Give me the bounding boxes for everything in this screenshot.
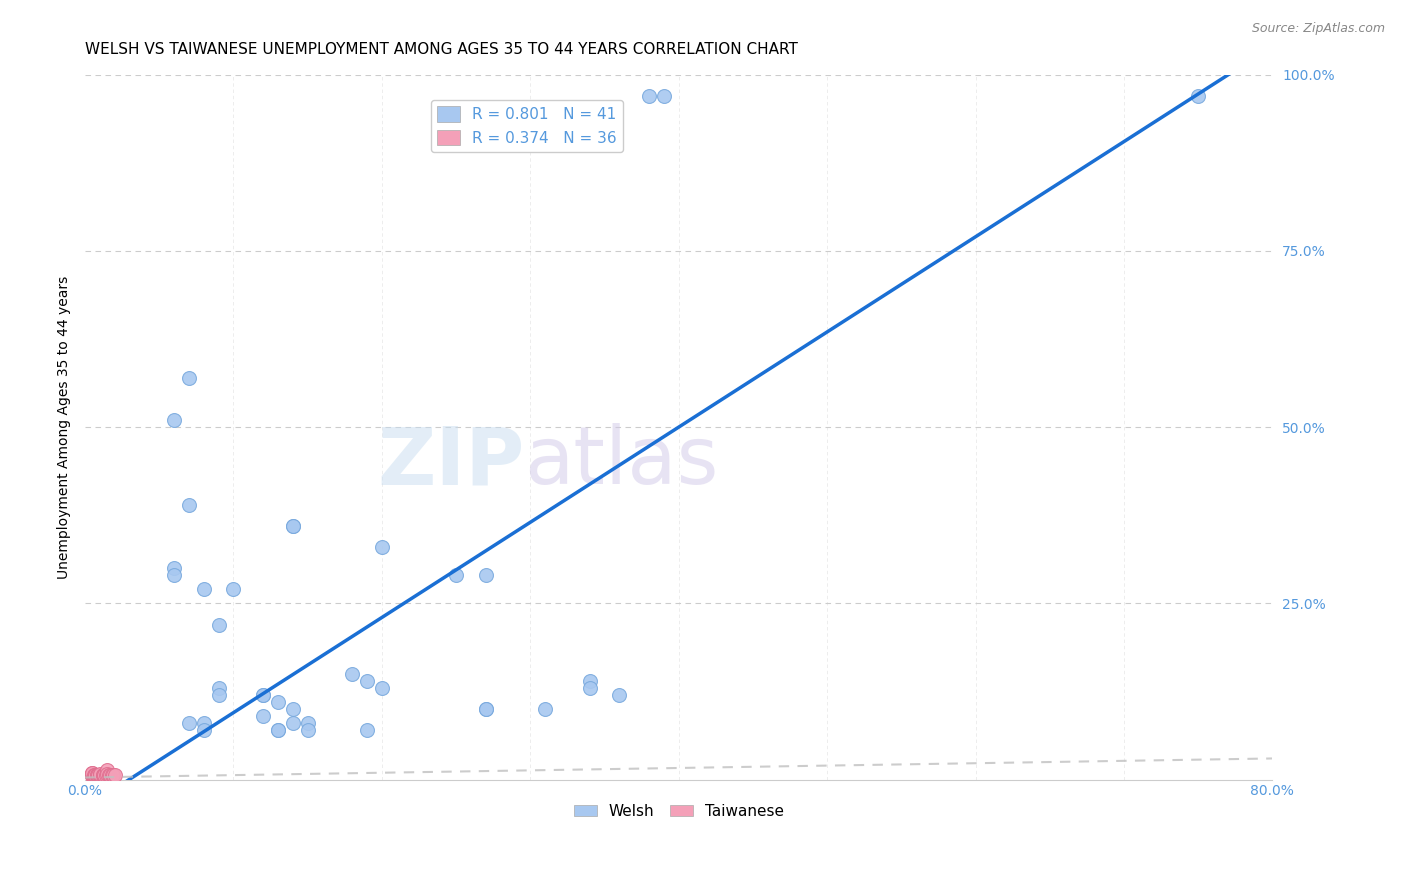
Point [342, 666, 364, 681]
Point [103, 768, 125, 782]
Point [163, 568, 186, 582]
Point [89, 769, 111, 783]
Point [177, 370, 200, 384]
Point [89, 767, 111, 781]
Point [82, 766, 104, 780]
Point [96, 763, 118, 777]
Point [267, 695, 290, 709]
Point [83, 768, 105, 782]
Point [578, 673, 600, 688]
Point [82, 767, 104, 781]
Point [578, 681, 600, 695]
Point [281, 702, 304, 716]
Point [297, 716, 319, 731]
Point [193, 716, 215, 731]
Point [86, 768, 108, 782]
Point [208, 681, 231, 695]
Point [252, 709, 274, 723]
Point [89, 769, 111, 783]
Text: Source: ZipAtlas.com: Source: ZipAtlas.com [1251, 22, 1385, 36]
Point [252, 688, 274, 702]
Point [91, 768, 114, 782]
Point [82, 767, 104, 781]
Point [208, 688, 231, 702]
Point [82, 767, 104, 781]
Point [84, 767, 107, 781]
Point [371, 681, 394, 695]
Point [86, 769, 108, 783]
Point [84, 769, 107, 783]
Point [444, 568, 467, 582]
Point [91, 767, 114, 781]
Point [475, 702, 498, 716]
Point [97, 767, 120, 781]
Legend: Welsh, Taiwanese: Welsh, Taiwanese [568, 797, 790, 825]
Point [1187, 88, 1209, 103]
Point [252, 688, 274, 702]
Point [94, 767, 117, 781]
Point [101, 768, 124, 782]
Y-axis label: Unemployment Among Ages 35 to 44 years: Unemployment Among Ages 35 to 44 years [58, 276, 72, 579]
Point [84, 768, 107, 782]
Point [609, 688, 631, 702]
Point [96, 767, 118, 781]
Point [89, 768, 111, 782]
Point [267, 723, 290, 738]
Point [193, 582, 215, 597]
Point [356, 673, 378, 688]
Text: ZIP: ZIP [377, 424, 524, 501]
Point [82, 769, 104, 783]
Point [193, 723, 215, 738]
Point [371, 540, 394, 554]
Point [297, 723, 319, 738]
Point [82, 768, 104, 782]
Point [281, 518, 304, 533]
Point [638, 88, 661, 103]
Point [281, 716, 304, 731]
Point [208, 617, 231, 632]
Point [475, 568, 498, 582]
Point [82, 767, 104, 781]
Point [222, 582, 245, 597]
Point [89, 768, 111, 782]
Point [177, 716, 200, 731]
Point [82, 765, 104, 780]
Point [534, 702, 557, 716]
Point [177, 498, 200, 512]
Point [87, 768, 110, 782]
Point [89, 767, 111, 781]
Text: atlas: atlas [524, 424, 718, 501]
Point [163, 413, 186, 427]
Point [93, 767, 115, 781]
Point [652, 88, 675, 103]
Point [163, 561, 186, 575]
Text: WELSH VS TAIWANESE UNEMPLOYMENT AMONG AGES 35 TO 44 YEARS CORRELATION CHART: WELSH VS TAIWANESE UNEMPLOYMENT AMONG AG… [86, 42, 799, 57]
Point [356, 723, 378, 738]
Point [281, 518, 304, 533]
Point [267, 723, 290, 738]
Point [93, 768, 115, 782]
Point [83, 769, 105, 783]
Point [87, 767, 110, 781]
Point [98, 768, 121, 782]
Point [104, 767, 127, 781]
Point [86, 767, 108, 781]
Point [475, 702, 498, 716]
